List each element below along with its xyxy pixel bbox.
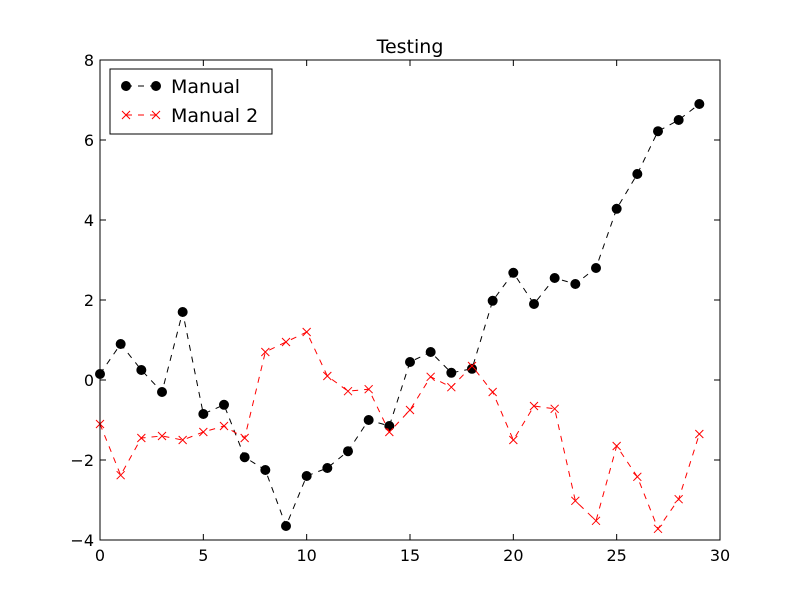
data-point <box>116 470 126 480</box>
data-point <box>198 427 208 437</box>
data-point <box>384 427 394 437</box>
data-point <box>611 203 622 214</box>
y-tick-label: 4 <box>84 211 94 230</box>
legend-marker <box>121 81 131 91</box>
y-tick-label: 0 <box>84 371 94 390</box>
x-tick-label: 15 <box>400 546 420 565</box>
legend-marker <box>151 110 161 120</box>
x-tick-label: 25 <box>606 546 626 565</box>
data-point <box>653 126 663 137</box>
data-point <box>343 446 353 457</box>
data-point <box>219 421 229 431</box>
y-tick-label: 6 <box>84 131 94 150</box>
legend-marker <box>121 110 131 120</box>
data-point <box>694 99 705 109</box>
data-point <box>177 307 188 317</box>
data-point <box>239 452 250 463</box>
data-point <box>632 472 642 482</box>
data-point <box>281 337 291 347</box>
data-point <box>488 387 498 397</box>
data-point <box>363 415 374 425</box>
data-point <box>157 387 167 397</box>
x-tick-label: 30 <box>710 546 730 565</box>
series-1 <box>95 99 705 531</box>
data-point <box>549 273 560 283</box>
data-point <box>467 361 477 371</box>
x-tick-label: 0 <box>95 546 105 565</box>
data-point <box>653 524 663 534</box>
data-point <box>178 435 188 445</box>
legend-marker <box>151 81 161 91</box>
data-point <box>426 372 436 382</box>
x-tick-label: 10 <box>296 546 316 565</box>
data-point <box>570 496 580 506</box>
data-point <box>673 115 684 125</box>
data-point <box>219 399 229 410</box>
y-tick-label: 2 <box>84 291 94 310</box>
data-point <box>343 386 353 396</box>
data-point <box>529 401 539 411</box>
legend-label: Manual <box>171 76 240 98</box>
series-line <box>99 331 700 530</box>
series-line <box>99 103 700 528</box>
data-point <box>508 267 519 278</box>
data-point <box>550 404 560 414</box>
data-point <box>281 521 291 531</box>
legend-box <box>109 68 273 135</box>
x-tick-label: 5 <box>198 546 208 565</box>
data-point <box>198 409 209 419</box>
data-point <box>302 327 312 337</box>
data-point <box>405 357 415 367</box>
data-point <box>301 471 312 481</box>
data-point <box>136 365 147 375</box>
y-tick-label: −2 <box>70 451 94 470</box>
x-tick-label: 20 <box>503 546 523 565</box>
data-point <box>260 347 270 357</box>
data-point <box>322 463 333 473</box>
data-point <box>115 339 126 349</box>
data-point <box>384 421 395 431</box>
data-point <box>612 441 622 451</box>
data-point <box>425 347 436 357</box>
y-tick-label: 8 <box>84 51 94 70</box>
data-point <box>136 433 146 443</box>
data-point <box>591 516 601 526</box>
legend: Manual Manual 2 <box>109 68 273 135</box>
data-point <box>632 169 643 179</box>
data-point <box>529 299 539 309</box>
data-point <box>364 384 374 394</box>
legend-label: Manual 2 <box>171 105 258 127</box>
data-point <box>508 435 518 445</box>
data-point <box>694 429 704 439</box>
data-point <box>260 465 271 475</box>
data-point <box>467 363 477 374</box>
y-tick-label: −4 <box>70 531 94 550</box>
data-point <box>240 433 250 443</box>
data-point <box>591 263 601 273</box>
data-point <box>405 405 415 415</box>
data-point <box>487 295 498 306</box>
chart-title: Testing <box>376 36 444 58</box>
data-point <box>674 494 684 504</box>
data-point <box>322 371 332 381</box>
data-point <box>446 382 456 392</box>
data-point <box>570 279 581 289</box>
data-point <box>446 367 457 378</box>
axes-frame <box>99 59 721 541</box>
data-point <box>157 431 167 441</box>
